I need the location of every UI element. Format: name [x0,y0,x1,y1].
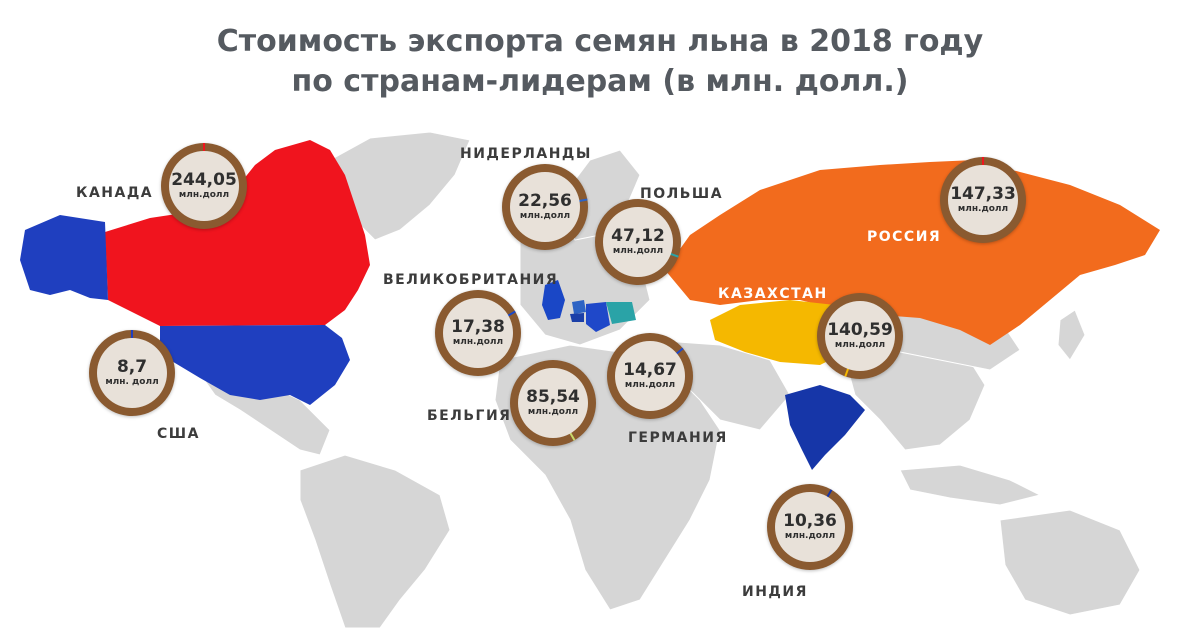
germany-shape [586,302,610,332]
alaska-shape [20,215,108,300]
map-title: Стоимость экспорта семян льна в 2018 год… [0,22,1200,102]
value-poland: 47,12 [611,226,665,246]
label-belgium: БЕЛЬГИЯ [427,408,512,424]
label-canada: КАНАДА [76,185,154,201]
label-india: ИНДИЯ [742,584,808,600]
usa-shape [160,325,350,405]
unit-netherlands: млн.долл [519,211,571,221]
belgium-shape [570,313,584,322]
value-uk: 17,38 [451,317,505,337]
unit-poland: млн.долл [612,246,664,256]
label-germany: ГЕРМАНИЯ [628,430,728,446]
value-netherlands: 22,56 [518,191,572,211]
netherlands-shape [572,300,586,314]
label-uk: ВЕЛИКОБРИТАНИЯ [383,272,559,288]
bubble-tick-canada [203,143,205,152]
value-russia: 147,33 [950,184,1016,204]
label-usa: США [157,426,200,442]
unit-belgium: млн.долл [527,407,579,417]
value-kazakhstan: 140,59 [827,320,893,340]
poland-shape [606,302,636,324]
value-belgium: 85,54 [526,387,580,407]
bubble-tick-russia [982,157,984,166]
bubble-usa: 8,7 млн. долл [89,330,175,416]
bubble-uk: 17,38 млн.долл [435,290,521,376]
value-canada: 244,05 [171,170,237,190]
unit-usa: млн. долл [105,377,159,387]
label-kazakhstan: КАЗАХСТАН [718,286,828,302]
label-netherlands: НИДЕРЛАНДЫ [460,146,592,162]
bubble-tick-usa [131,330,133,339]
unit-canada: млн.долл [178,190,230,200]
bubble-belgium: 85,54 млн.долл [510,360,596,446]
value-usa: 8,7 [116,357,148,377]
india-shape [785,385,865,470]
bubble-germany: 14,67 млн.долл [607,333,693,419]
unit-kazakhstan: млн.долл [834,340,886,350]
unit-india: млн.долл [784,531,836,541]
title-line-2: по странам-лидерам (в млн. долл.) [291,64,909,99]
bubble-russia: 147,33 млн.долл [940,157,1026,243]
value-india: 10,36 [783,511,837,531]
value-germany: 14,67 [623,360,677,380]
label-poland: ПОЛЬША [640,186,724,202]
title-line-1: Стоимость экспорта семян льна в 2018 год… [216,24,984,59]
bubble-canada: 244,05 млн.долл [161,143,247,229]
label-russia: РОССИЯ [867,229,942,245]
bubble-netherlands: 22,56 млн.долл [502,164,588,250]
russia-shape [665,160,1160,345]
bubble-poland: 47,12 млн.долл [595,199,681,285]
bubble-india: 10,36 млн.долл [767,484,853,570]
bubble-kazakhstan: 140,59 млн.долл [817,293,903,379]
unit-germany: млн.долл [624,380,676,390]
canada-shape [105,140,370,326]
uk-shape [542,280,565,320]
unit-russia: млн.долл [957,204,1009,214]
unit-uk: млн.долл [452,337,504,347]
